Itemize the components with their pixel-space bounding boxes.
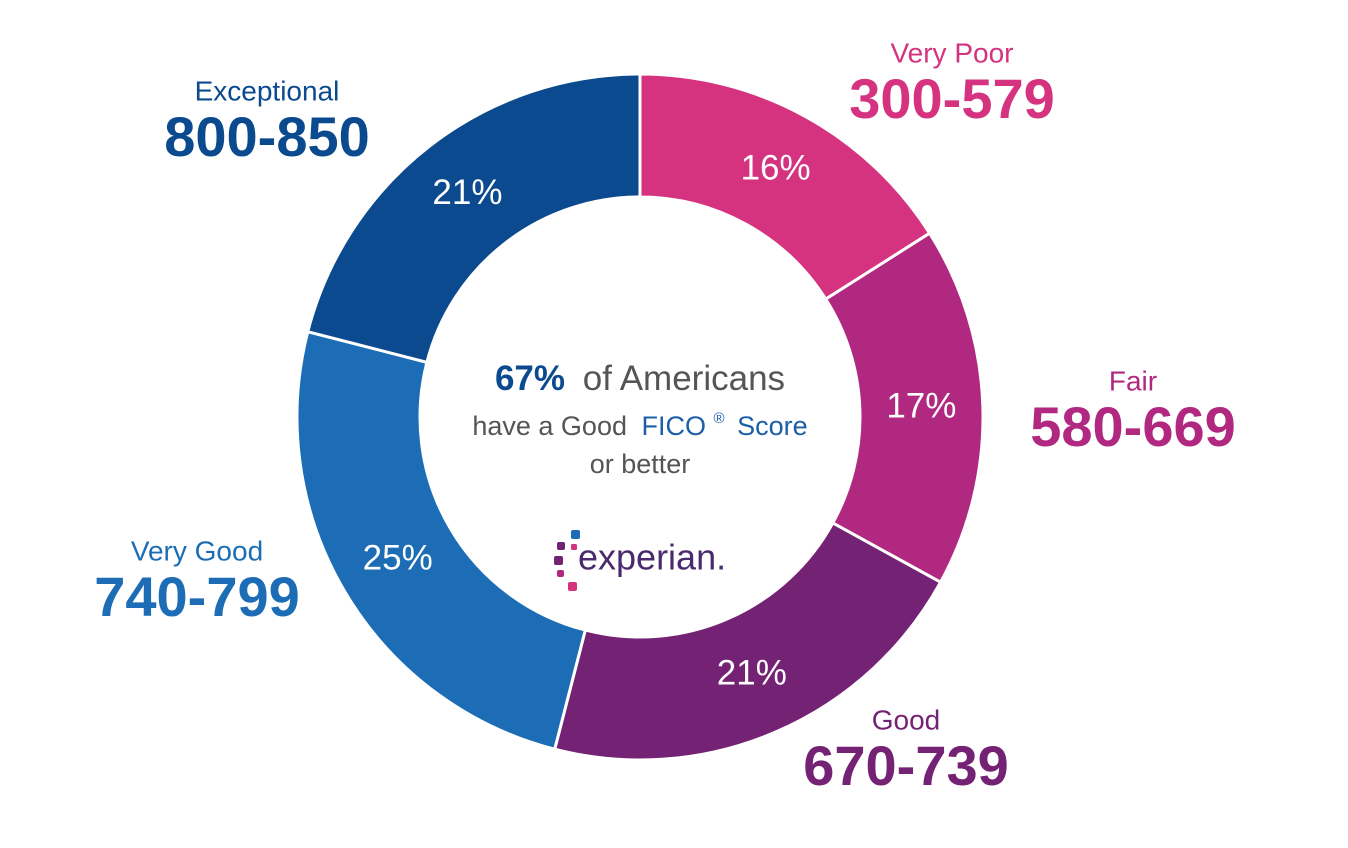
logo-square [554, 556, 563, 565]
logo-square [557, 542, 565, 550]
category-name: Very Poor [891, 37, 1014, 68]
logo-square [557, 570, 564, 577]
center-line-1: 67% of Americans [495, 359, 785, 398]
logo-square [568, 582, 577, 591]
category-name: Good [872, 704, 941, 735]
category-range: 670-739 [803, 734, 1009, 797]
logo-icon [554, 530, 580, 591]
center-brand: FICO [642, 411, 707, 441]
donut-segment [305, 72, 642, 365]
category-name: Very Good [131, 535, 263, 566]
category-range: 580-669 [1030, 395, 1236, 458]
logo-square [571, 544, 577, 550]
category-range: 800-850 [164, 105, 370, 168]
donut-segment [638, 72, 932, 302]
value-label: 21% [432, 173, 502, 212]
value-label: 25% [363, 539, 433, 578]
category-range: 740-799 [94, 565, 300, 628]
value-label: 21% [717, 654, 787, 693]
donut-segment [295, 329, 588, 752]
category-name: Fair [1109, 365, 1157, 396]
category-name: Exceptional [195, 75, 340, 106]
value-label: 17% [886, 386, 956, 425]
center-mark: ® [714, 410, 725, 427]
center-line-2: have a Good FICO ® Score [472, 402, 807, 441]
logo-square [571, 530, 580, 539]
center-line-3: or better [590, 449, 691, 479]
value-label: 16% [741, 149, 811, 188]
center-text: of Americans [583, 359, 785, 398]
center-text: Score [737, 411, 808, 441]
donut [295, 72, 985, 762]
donut-segment [552, 520, 943, 762]
category-range: 300-579 [849, 67, 1055, 130]
center-text: have a Good [472, 411, 627, 441]
center-highlight: 67% [495, 359, 565, 398]
logo-text: experian. [578, 537, 726, 578]
